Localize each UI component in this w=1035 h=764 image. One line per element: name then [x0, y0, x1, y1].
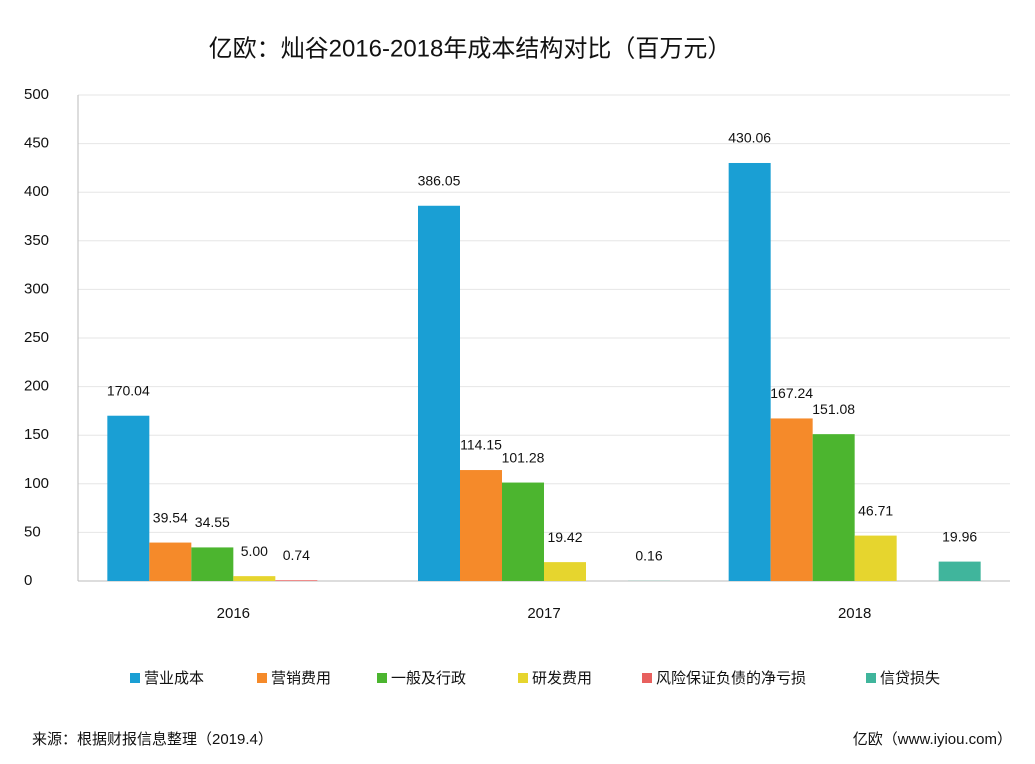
x-tick-label: 2017: [527, 605, 560, 622]
legend-swatch: [257, 673, 267, 683]
value-label: 19.42: [547, 529, 582, 545]
value-label: 19.96: [942, 528, 977, 544]
value-label: 0.74: [283, 547, 310, 563]
value-label: 34.55: [195, 514, 230, 530]
y-tick-label: 450: [24, 135, 49, 152]
value-label: 151.08: [812, 401, 855, 417]
bar: [418, 205, 460, 581]
value-label: 170.04: [107, 382, 150, 398]
legend-swatch: [518, 673, 528, 683]
y-tick-label: 0: [24, 572, 32, 589]
y-tick-label: 150: [24, 426, 49, 443]
y-tick-label: 250: [24, 329, 49, 346]
bar: [544, 562, 586, 581]
bar: [275, 580, 318, 581]
y-tick-label: 350: [24, 232, 49, 249]
bar: [107, 415, 150, 581]
bar: [191, 547, 234, 581]
legend-label: 营业成本: [144, 670, 204, 687]
y-tick-label: 300: [24, 280, 49, 297]
bar: [854, 535, 897, 581]
x-tick-label: 2018: [838, 605, 871, 622]
legend-label: 一般及行政: [391, 670, 466, 687]
credit-note: 亿欧（www.iyiou.com）: [853, 731, 1012, 748]
y-tick-label: 100: [24, 475, 49, 492]
value-label: 39.54: [153, 509, 188, 525]
y-tick-label: 500: [24, 86, 49, 103]
legend-label: 营销费用: [271, 670, 331, 687]
chart-title: 亿欧：灿谷2016-2018年成本结构对比（百万元）: [209, 35, 732, 62]
bar: [770, 418, 813, 581]
legend-swatch: [642, 673, 652, 683]
y-tick-label: 400: [24, 183, 49, 200]
value-label: 430.06: [728, 130, 771, 146]
value-label: 101.28: [502, 449, 545, 465]
legend-label: 风险保证负债的净亏损: [656, 670, 806, 687]
legend-label: 信贷损失: [880, 670, 940, 687]
bar: [149, 542, 192, 581]
bar: [812, 434, 855, 581]
x-tick-label: 2016: [217, 605, 250, 622]
bar: [938, 561, 981, 581]
legend-swatch: [130, 673, 140, 683]
legend-swatch: [377, 673, 387, 683]
value-label: 46.71: [858, 502, 893, 518]
bar: [460, 470, 502, 581]
legend-label: 研发费用: [532, 670, 592, 687]
value-label: 114.15: [460, 437, 502, 453]
bar: [502, 482, 544, 581]
source-note: 来源：根据财报信息整理（2019.4）: [32, 731, 273, 748]
value-label: 5.00: [241, 543, 268, 559]
bar: [233, 576, 276, 581]
y-tick-label: 50: [24, 523, 41, 540]
legend-swatch: [866, 673, 876, 683]
value-label: 167.24: [770, 385, 813, 401]
y-tick-label: 200: [24, 378, 49, 395]
value-label: 0.16: [635, 548, 662, 564]
bar: [728, 162, 771, 581]
value-label: 386.05: [418, 172, 461, 188]
